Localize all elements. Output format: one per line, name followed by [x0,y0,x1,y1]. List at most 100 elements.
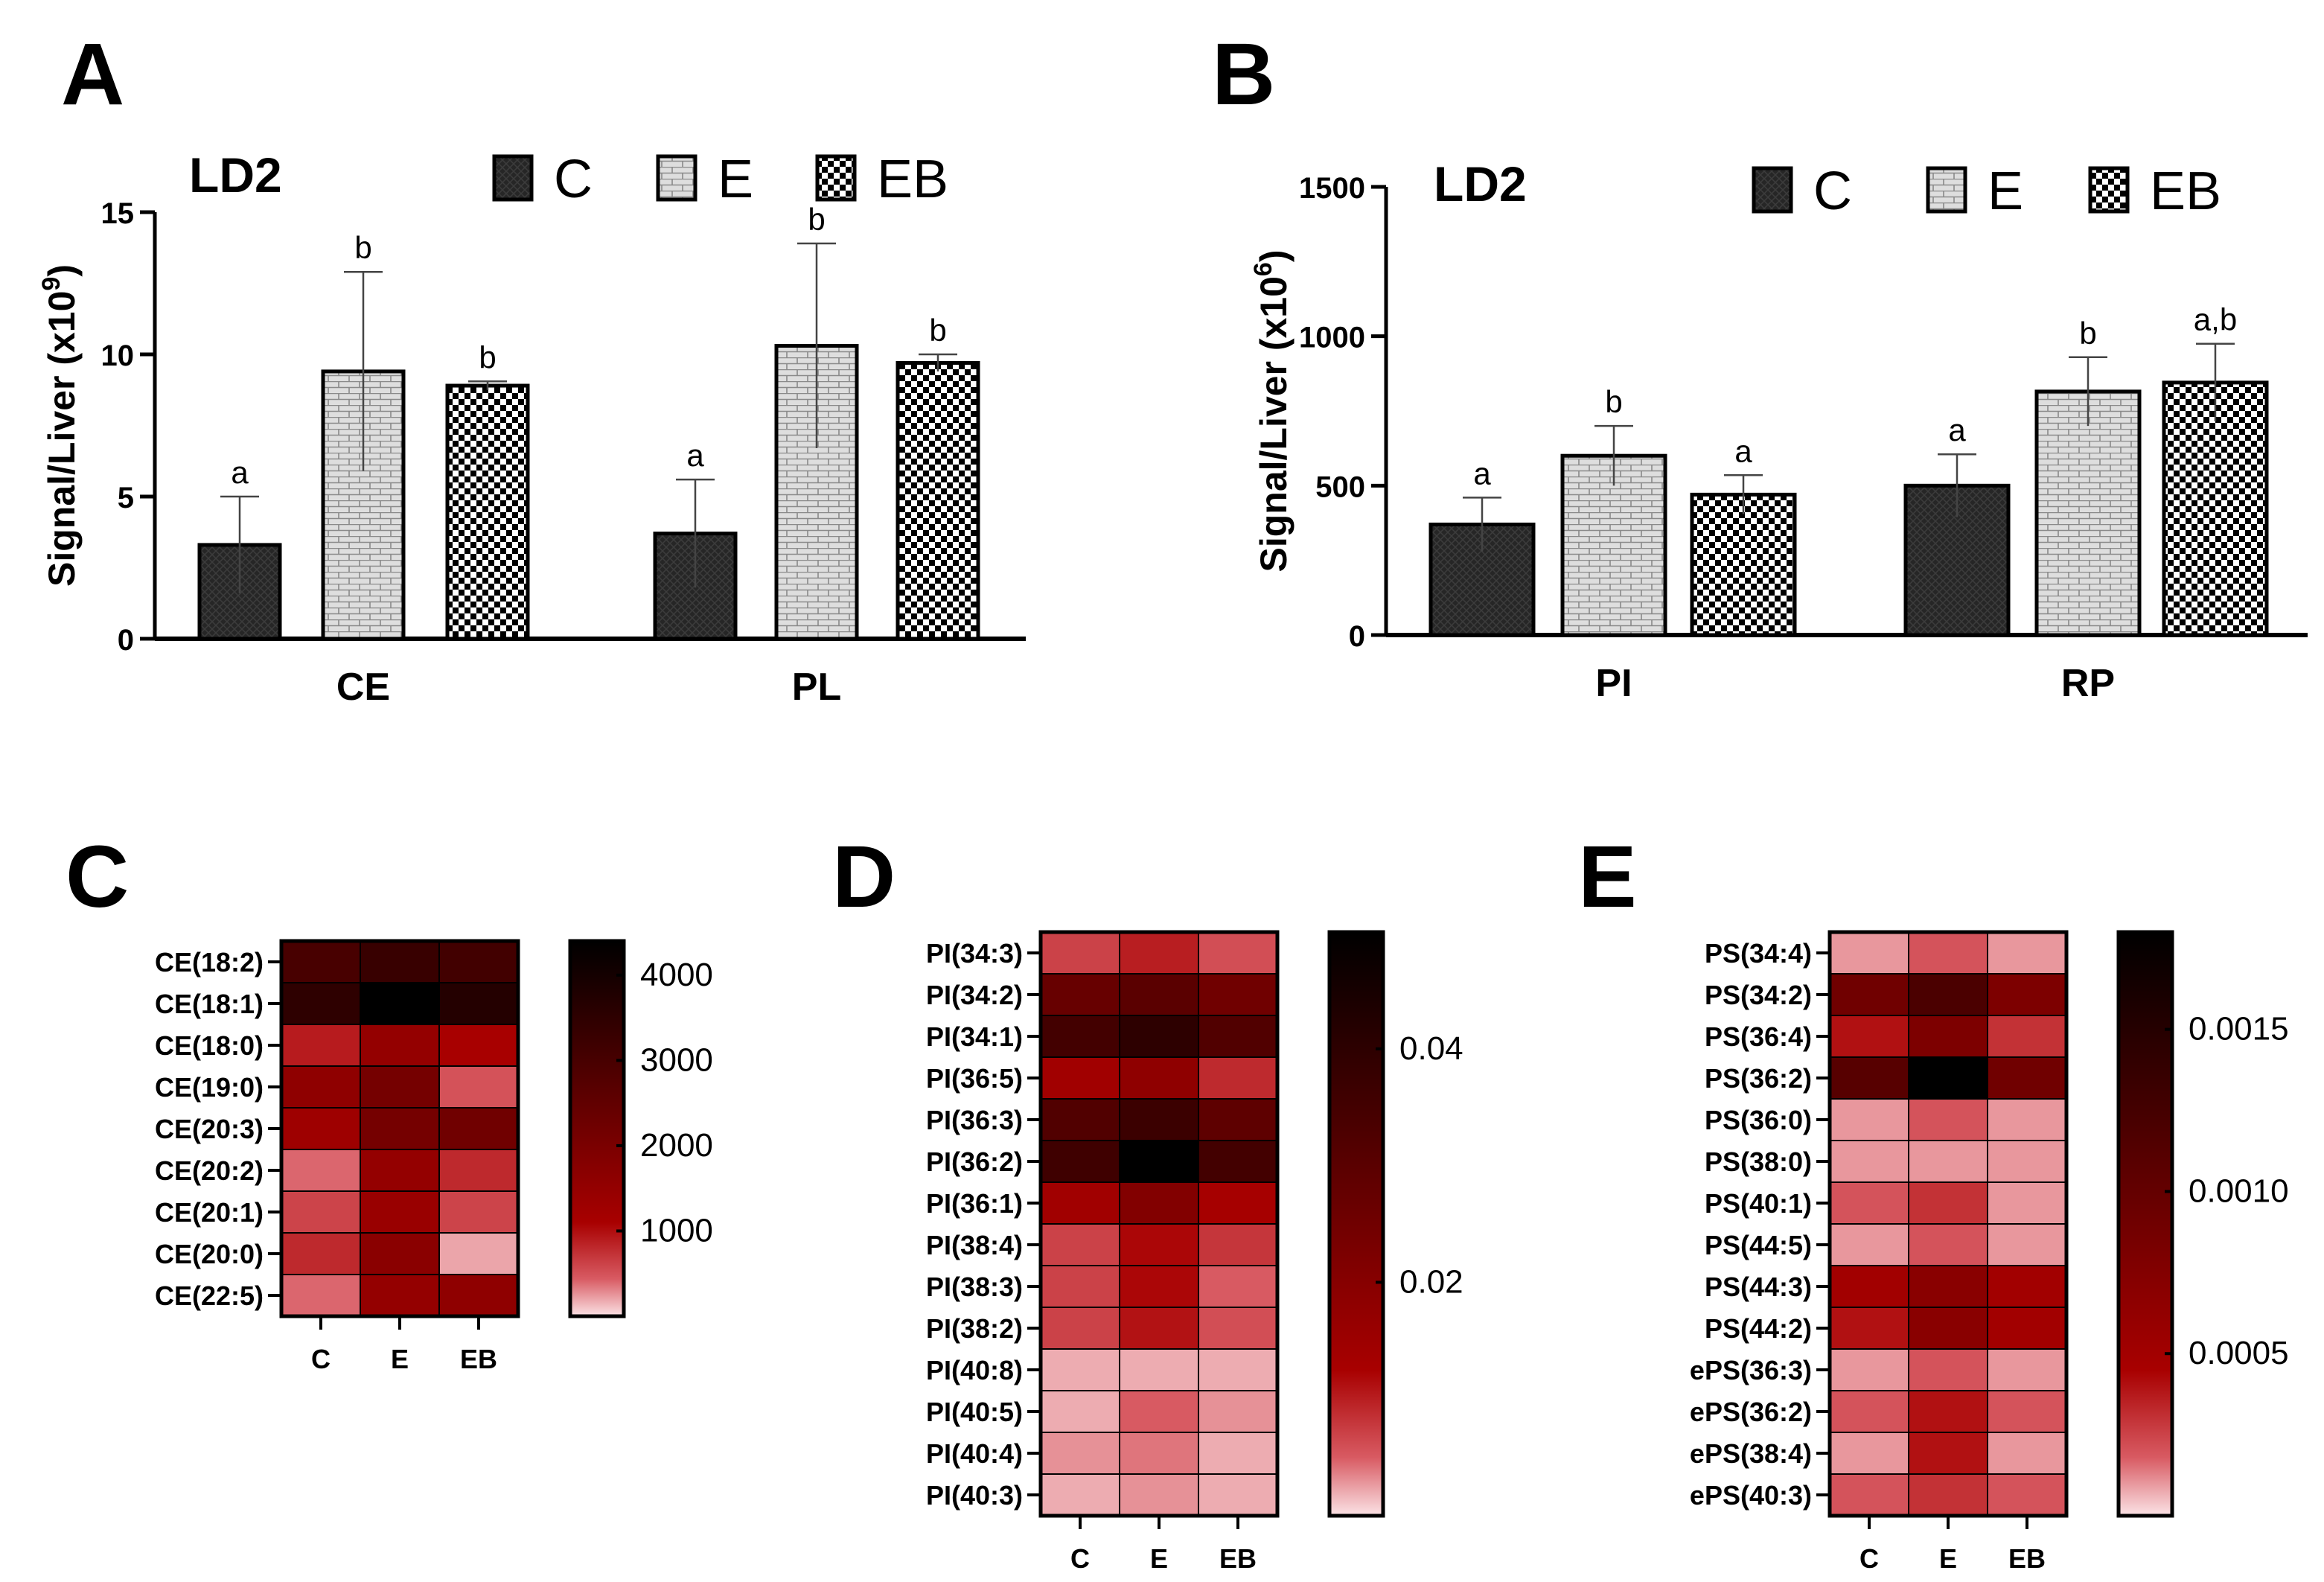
panel-letter-d: D [832,828,896,926]
heat-cell [1987,1098,2067,1141]
column-label: EB [2008,1543,2046,1574]
colorbar-tick-label: 0.02 [1399,1263,1463,1300]
legend-label-e: E [1988,162,2023,221]
heat-cell [1119,1390,1199,1433]
heat-cell [1908,973,1988,1016]
heat-cell [1198,1056,1278,1100]
heat-cell [360,1149,440,1192]
significance-label: a [1473,456,1491,491]
row-label: PI(34:2) [926,980,1023,1010]
heat-cell [1829,1307,1909,1350]
heat-cell [1829,931,1909,975]
heat-cell [1040,1223,1120,1266]
row-label: CE(20:2) [155,1155,264,1186]
x-category-label: PL [792,666,841,709]
heat-cell [1829,1181,1909,1225]
significance-label: b [1605,384,1622,419]
heat-cell [1829,1473,1909,1516]
significance-label: b [479,339,496,374]
heat-cell [1040,1098,1120,1141]
row-label: CE(19:0) [155,1072,264,1103]
heat-cell [1119,1307,1199,1350]
row-label: PS(36:0) [1705,1105,1812,1135]
heat-cell [1040,1181,1120,1225]
x-category-label: RP [2061,662,2115,705]
heat-cell [1987,1348,2067,1391]
bar-pi-e [1560,453,1667,637]
heat-cell [1908,1056,1988,1100]
panel-e: E PS(34:4) PS(34:2) PS(36:4) PS(36:2) PS(36:… [1578,828,2289,1574]
heat-cell [1829,1098,1909,1141]
heat-cell [1829,1223,1909,1266]
heat-cell [1119,1432,1199,1475]
panel-letter-b: B [1212,25,1275,124]
legend-label-c: C [554,150,593,209]
heat-cell [438,940,519,983]
heat-cell [1198,1223,1278,1266]
colorbar-tick-label: 0.0005 [2189,1335,2289,1371]
chart-title: LD2 [1434,156,1527,211]
colorbar-tick-label: 0.0010 [2189,1173,2289,1209]
row-label: PS(34:4) [1705,938,1812,969]
row-label: PI(38:2) [926,1313,1023,1344]
bar-pl-eb [896,360,980,641]
row-label: PI(40:5) [926,1397,1023,1427]
legend-label-e: E [718,150,753,209]
heat-cell [1119,1098,1199,1141]
colorbar-tick-label: 1000 [640,1212,713,1248]
y-tick-label: 10 [101,339,135,372]
heat-cell [438,1107,519,1150]
row-label: PI(38:4) [926,1230,1023,1260]
row-label: ePS(38:4) [1690,1438,1812,1469]
panel-d: D PI(34:3) PI(34:2) PI(34:1) PI(36:5) PI(36:… [832,828,1463,1574]
heat-cell [1040,973,1120,1016]
row-label: ePS(36:2) [1690,1397,1812,1427]
heat-cell [281,940,361,983]
row-label: PS(38:0) [1705,1146,1812,1177]
legend-label-eb: EB [877,150,948,209]
heat-cell [1908,1348,1988,1391]
legend-swatch-eb [2088,166,2130,214]
heat-cell [1119,1056,1199,1100]
heat-cell [281,1232,361,1275]
row-label: CE(18:1) [155,989,264,1019]
row-label: PI(36:3) [926,1105,1023,1135]
row-label: PI(34:1) [926,1021,1023,1052]
heat-cell [1040,1390,1120,1433]
row-label: PI(34:3) [926,938,1023,969]
heat-cell [281,1065,361,1109]
bar-rp-e [2034,389,2142,637]
heat-cell [1198,1140,1278,1183]
heat-cell [1198,973,1278,1016]
heat-cell [360,982,440,1025]
heat-cell [281,1149,361,1192]
heat-cell [438,1232,519,1275]
colorbar [1327,930,1385,1518]
panel-letter-e: E [1578,828,1637,926]
heat-cell [1987,1473,2067,1516]
row-label: PS(36:2) [1705,1063,1812,1094]
significance-label: b [929,313,946,348]
row-label: PI(36:5) [926,1063,1023,1094]
heat-cell [360,1190,440,1234]
heat-cell [281,1274,361,1317]
y-axis-label: Signal/Liver (x109) [37,264,83,587]
chart-title: LD2 [189,147,282,202]
heat-cell [281,1024,361,1067]
colorbar-tick-label: 4000 [640,957,713,993]
column-label: C [1859,1543,1879,1574]
row-label: ePS(36:3) [1690,1355,1812,1385]
column-label: EB [460,1344,497,1374]
legend-swatch-eb [815,154,857,202]
y-tick-label: 1000 [1299,322,1365,354]
heat-cell [281,982,361,1025]
heat-cell [438,1149,519,1192]
heat-cell [281,1107,361,1150]
y-tick-label: 5 [118,482,134,514]
significance-label: a [1948,412,1966,447]
heat-cell [1987,1181,2067,1225]
heatmap-e: PS(34:4) PS(34:2) PS(36:4) PS(36:2) PS(36:0)… [1690,930,2289,1574]
row-label: CE(18:0) [155,1030,264,1061]
row-label: ePS(40:3) [1690,1480,1812,1511]
